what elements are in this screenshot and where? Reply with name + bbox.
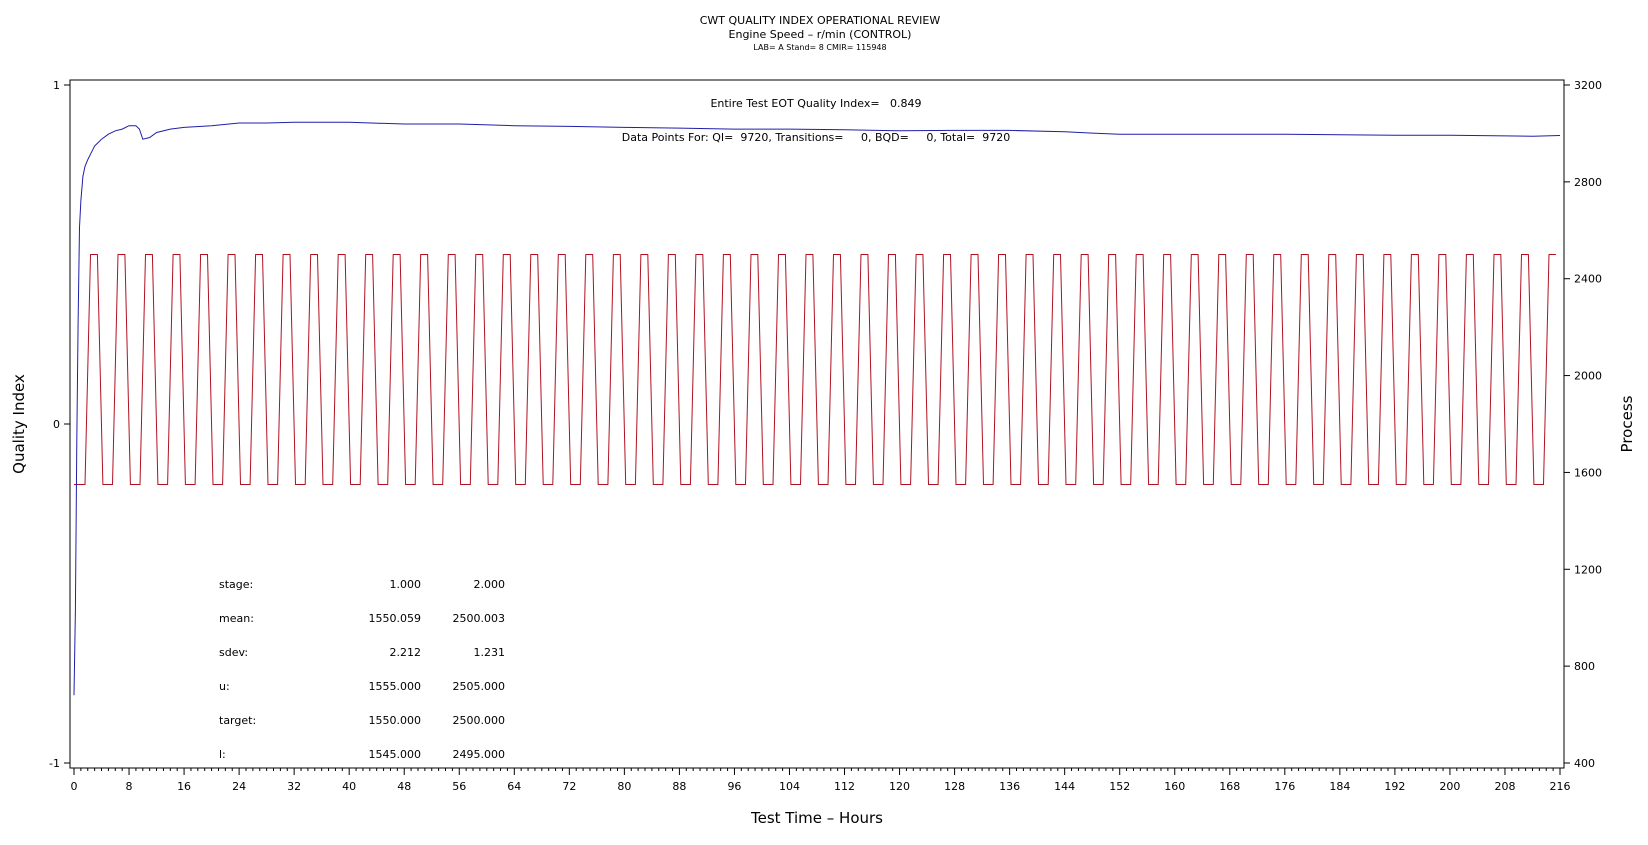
- x-tick-label: 96: [727, 780, 741, 793]
- x-tick-label: 40: [342, 780, 356, 793]
- x-tick-label: 120: [889, 780, 910, 793]
- left-y-axis-title: Quality Index: [10, 374, 28, 474]
- x-axis-title: Test Time – Hours: [750, 809, 883, 827]
- x-tick-label: 160: [1164, 780, 1185, 793]
- stats-row: l: 1545.000 2495.000: [219, 748, 505, 761]
- right-y-tick-label: 2800: [1574, 176, 1602, 189]
- x-tick-label: 152: [1109, 780, 1130, 793]
- x-tick-label: 136: [999, 780, 1020, 793]
- x-tick-label: 176: [1274, 780, 1295, 793]
- stats-row: u: 1555.000 2505.000: [219, 680, 505, 693]
- right-y-tick-label: 2000: [1574, 370, 1602, 383]
- stats-value-stage2: 2500.000: [453, 714, 506, 727]
- right-y-tick-label: 400: [1574, 757, 1595, 770]
- right-y-tick-label: 2400: [1574, 273, 1602, 286]
- stats-value-stage2: 2.000: [474, 578, 506, 591]
- right-y-axis: 400 800 1200 1600 2000 2400 2800 3200: [1564, 79, 1602, 770]
- right-y-tick-label: 3200: [1574, 79, 1602, 92]
- x-tick-label: 184: [1329, 780, 1350, 793]
- stats-row: sdev: 2.212 1.231: [219, 646, 505, 659]
- x-tick-label: 200: [1439, 780, 1460, 793]
- x-tick-label: 88: [672, 780, 686, 793]
- right-y-axis-title: Process: [1618, 395, 1636, 452]
- x-tick-label: 48: [397, 780, 411, 793]
- x-tick-label: 24: [232, 780, 246, 793]
- left-y-tick-label: 0: [53, 418, 60, 431]
- right-y-tick-label: 800: [1574, 660, 1595, 673]
- stats-value-stage1: 1545.000: [369, 748, 422, 761]
- stats-row-label: u:: [219, 680, 230, 693]
- chart-title: CWT QUALITY INDEX OPERATIONAL REVIEW: [700, 14, 941, 27]
- right-y-tick-label: 1600: [1574, 466, 1602, 479]
- x-tick-label: 32: [287, 780, 301, 793]
- left-y-axis: -1 0 1: [49, 79, 70, 770]
- x-tick-label: 208: [1494, 780, 1515, 793]
- series-line-quality-index: [73, 121, 1561, 696]
- stats-value-stage1: 1550.000: [369, 714, 422, 727]
- x-tick-label: 128: [944, 780, 965, 793]
- left-y-tick-label: 1: [53, 79, 60, 92]
- stats-row-label: mean:: [219, 612, 254, 625]
- x-tick-label: 80: [617, 780, 631, 793]
- stats-table: stage: 1.000 2.000 mean: 1550.059 2500.003 sde…: [219, 578, 505, 761]
- stats-row-label: target:: [219, 714, 256, 727]
- x-tick-label: 104: [779, 780, 800, 793]
- x-tick-label: 0: [71, 780, 78, 793]
- stats-row-label: stage:: [219, 578, 253, 591]
- stats-row-label: sdev:: [219, 646, 248, 659]
- chart-subsubtitle: LAB= A Stand= 8 CMIR= 115948: [753, 43, 886, 52]
- x-tick-label: 72: [562, 780, 576, 793]
- x-axis: 0 8 16 24 32 40 48 56 64 72 80 88 96 104 112 120 128 136 1…: [71, 768, 1571, 793]
- right-y-tick-label: 1200: [1574, 563, 1602, 576]
- stats-row: target: 1550.000 2500.000: [219, 714, 505, 727]
- eot-quality-index-annotation: Entire Test EOT Quality Index= 0.849: [710, 97, 921, 110]
- series-line-process: [74, 254, 1556, 485]
- stats-value-stage2: 1.231: [474, 646, 506, 659]
- stats-row: stage: 1.000 2.000: [219, 578, 505, 591]
- x-tick-label: 56: [452, 780, 466, 793]
- x-tick-label: 112: [834, 780, 855, 793]
- stats-value-stage2: 2495.000: [453, 748, 506, 761]
- left-y-tick-label: -1: [49, 757, 60, 770]
- x-tick-label: 8: [126, 780, 133, 793]
- stats-row-label: l:: [219, 748, 226, 761]
- x-tick-label: 168: [1219, 780, 1240, 793]
- stats-value-stage1: 1555.000: [369, 680, 422, 693]
- stats-value-stage1: 1550.059: [369, 612, 422, 625]
- x-tick-label: 192: [1384, 780, 1405, 793]
- stats-value-stage2: 2505.000: [453, 680, 506, 693]
- data-points-annotation: Data Points For: QI= 9720, Transitions= …: [622, 131, 1010, 144]
- chart-subtitle: Engine Speed – r/min (CONTROL): [729, 28, 912, 41]
- x-tick-label: 144: [1054, 780, 1075, 793]
- stats-value-stage2: 2500.003: [453, 612, 506, 625]
- stats-row: mean: 1550.059 2500.003: [219, 612, 505, 625]
- x-tick-label: 16: [177, 780, 191, 793]
- stats-value-stage1: 2.212: [390, 646, 422, 659]
- x-tick-label: 216: [1550, 780, 1571, 793]
- x-tick-label: 64: [507, 780, 521, 793]
- stats-value-stage1: 1.000: [390, 578, 422, 591]
